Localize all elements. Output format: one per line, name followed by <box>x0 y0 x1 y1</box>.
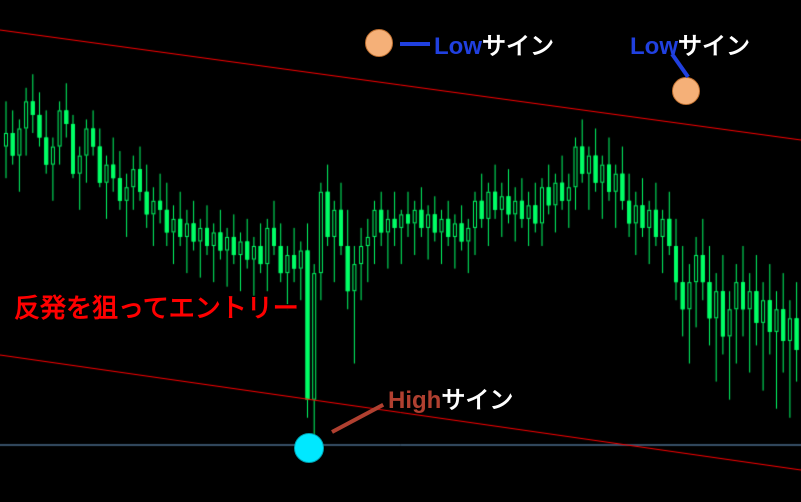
candlestick-chart <box>0 0 801 502</box>
low-sign-2-dot <box>672 77 700 105</box>
low-sign-1-label: Lowサイン <box>434 26 554 61</box>
high-sign-dot <box>294 433 324 463</box>
high-sign-label: Highサイン <box>388 380 513 415</box>
low-sign-1-blue: Low <box>434 33 482 60</box>
low-sign-2-label: Lowサイン <box>630 26 750 61</box>
low-sign-2-white: サイン <box>678 33 750 60</box>
entry-text: 反発を狙ってエントリー <box>14 288 299 325</box>
low-sign-2-blue: Low <box>630 33 678 60</box>
low-sign-1-connector <box>400 42 430 46</box>
low-sign-1-dot <box>365 29 393 57</box>
high-sign-white: サイン <box>441 387 513 414</box>
high-sign-red: High <box>388 387 441 414</box>
low-sign-1-white: サイン <box>482 33 554 60</box>
